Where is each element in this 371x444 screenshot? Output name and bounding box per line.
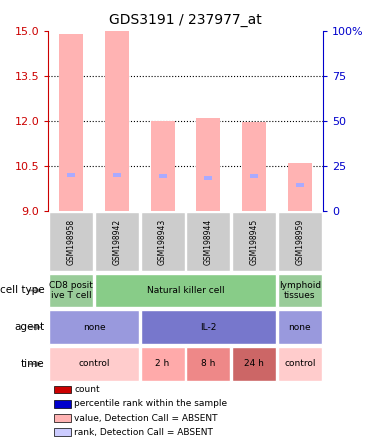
Text: none: none	[83, 323, 105, 332]
Text: 24 h: 24 h	[244, 360, 264, 369]
Bar	[49, 347, 139, 381]
Bar	[54, 385, 71, 393]
Bar	[158, 174, 167, 178]
Bar	[95, 212, 139, 271]
Text: control: control	[78, 360, 110, 369]
Text: IL-2: IL-2	[200, 323, 217, 332]
Bar	[186, 347, 230, 381]
Bar	[113, 173, 121, 177]
Bar	[141, 212, 185, 271]
Bar	[54, 400, 71, 408]
Text: GSM198943: GSM198943	[158, 218, 167, 265]
Text: percentile rank within the sample: percentile rank within the sample	[75, 399, 227, 408]
Text: 2 h: 2 h	[155, 360, 170, 369]
Text: Natural killer cell: Natural killer cell	[147, 286, 224, 295]
Bar	[67, 173, 75, 177]
Bar	[49, 212, 93, 271]
Text: rank, Detection Call = ABSENT: rank, Detection Call = ABSENT	[75, 428, 213, 437]
Bar	[95, 274, 276, 307]
Text: GSM198945: GSM198945	[250, 218, 259, 265]
Text: GSM198958: GSM198958	[67, 218, 76, 265]
Text: cell type: cell type	[0, 285, 45, 295]
Bar	[278, 274, 322, 307]
Bar	[278, 310, 322, 344]
Bar	[49, 274, 93, 307]
Text: count: count	[75, 385, 100, 394]
Text: CD8 posit
ive T cell: CD8 posit ive T cell	[49, 281, 93, 300]
Text: control: control	[284, 360, 316, 369]
Bar	[232, 347, 276, 381]
Text: value, Detection Call = ABSENT: value, Detection Call = ABSENT	[75, 414, 218, 423]
Text: time: time	[21, 359, 45, 369]
Bar	[278, 212, 322, 271]
Bar	[250, 174, 258, 178]
Bar	[232, 212, 276, 271]
Bar	[54, 428, 71, 436]
Bar	[141, 310, 276, 344]
Bar	[151, 121, 174, 211]
Bar	[278, 347, 322, 381]
Bar	[105, 31, 129, 211]
Bar	[141, 347, 185, 381]
Text: agent: agent	[14, 322, 45, 332]
Bar	[186, 212, 230, 271]
Bar	[242, 123, 266, 211]
Text: none: none	[289, 323, 311, 332]
Bar	[296, 183, 304, 187]
Bar	[54, 414, 71, 422]
Text: lymphoid
tissues: lymphoid tissues	[279, 281, 321, 300]
Text: GSM198944: GSM198944	[204, 218, 213, 265]
Text: GSM198959: GSM198959	[295, 218, 304, 265]
Text: GSM198942: GSM198942	[112, 218, 121, 265]
Bar	[59, 34, 83, 211]
Bar	[288, 163, 312, 211]
Bar	[197, 118, 220, 211]
Text: 8 h: 8 h	[201, 360, 216, 369]
Bar	[204, 176, 213, 180]
Title: GDS3191 / 237977_at: GDS3191 / 237977_at	[109, 13, 262, 27]
Bar	[49, 310, 139, 344]
